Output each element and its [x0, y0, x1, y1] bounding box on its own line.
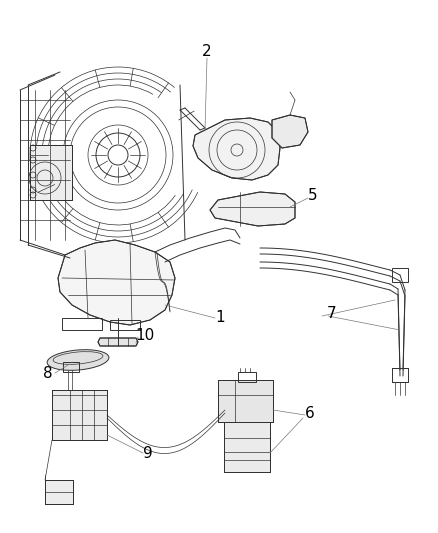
Ellipse shape [47, 350, 109, 370]
Bar [52, 390, 107, 440]
Text: 10: 10 [135, 327, 155, 343]
Bar [62, 318, 102, 330]
Polygon shape [272, 115, 308, 148]
Bar [30, 145, 72, 200]
Text: 9: 9 [143, 446, 153, 461]
Text: 8: 8 [43, 366, 53, 381]
Bar [218, 380, 273, 422]
Polygon shape [210, 192, 295, 226]
Bar [52, 390, 107, 440]
Bar [45, 480, 73, 504]
Bar [30, 145, 72, 200]
Bar [238, 372, 256, 382]
Polygon shape [58, 240, 175, 325]
Bar [224, 422, 270, 472]
Text: 5: 5 [308, 189, 318, 204]
Polygon shape [98, 338, 138, 346]
Bar [110, 320, 140, 330]
Bar [218, 380, 273, 422]
Text: 2: 2 [202, 44, 212, 60]
Text: 1: 1 [215, 311, 225, 326]
Polygon shape [193, 118, 280, 180]
Bar [392, 268, 408, 282]
Text: 6: 6 [305, 406, 315, 421]
Bar [224, 422, 270, 472]
Bar [63, 362, 79, 372]
Text: 7: 7 [327, 305, 337, 320]
Bar [45, 480, 73, 504]
Bar [392, 368, 408, 382]
